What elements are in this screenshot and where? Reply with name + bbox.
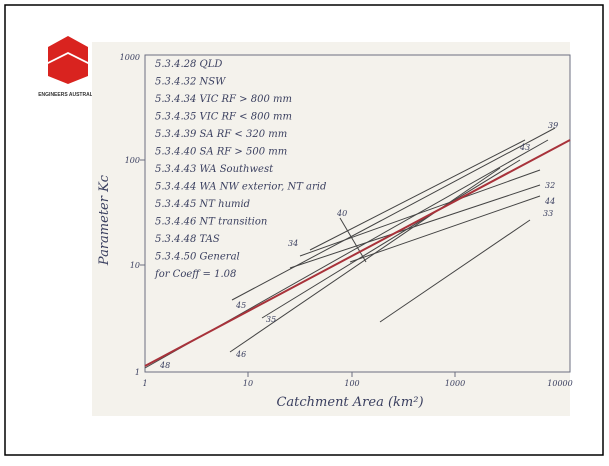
legend-entry: 5.3.4.46 NT transition <box>155 217 267 228</box>
legend-entry: 5.3.4.32 NSW <box>155 77 226 88</box>
line-label: 34 <box>288 239 298 248</box>
x-tick-label: 10000 <box>547 379 572 388</box>
line-label: 45 <box>235 301 246 310</box>
x-tick-label: 1 <box>142 379 147 388</box>
legend-entry: 5.3.4.48 TAS <box>155 234 220 245</box>
y-tick-label: 1000 <box>120 53 140 62</box>
line-label: 48 <box>159 361 170 370</box>
line-label: 35 <box>266 315 276 324</box>
legend-entry: 5.3.4.39 SA RF < 320 mm <box>155 129 287 140</box>
line-label: 46 <box>235 350 246 359</box>
legend-entry: 5.3.4.44 WA NW exterior, NT arid <box>155 182 326 193</box>
legend-entry: 5.3.4.34 VIC RF > 800 mm <box>155 94 292 105</box>
legend-entry: 5.3.4.45 NT humid <box>155 199 250 210</box>
logo-text: ENGINEERS AUSTRALIA <box>38 92 98 98</box>
legend-entry: for Coeff = 1.08 <box>154 269 236 280</box>
y-tick-label: 100 <box>125 156 140 165</box>
line-label: 39 <box>548 121 558 130</box>
x-tick-label: 10 <box>243 379 253 388</box>
slide: ENGINEERS AUSTRALIA 1000 100 10 11 10 100 1000… <box>0 0 609 461</box>
line-label: 32 <box>545 181 555 190</box>
legend-entry: 5.3.4.40 SA RF > 500 mm <box>155 147 287 158</box>
x-tick-label: 100 <box>344 379 359 388</box>
x-axis-label: Catchment Area (km²) <box>276 395 423 410</box>
line-label: 43 <box>519 143 530 152</box>
y-tick-label: 1 <box>135 368 140 377</box>
legend-entry: 5.3.4.50 General <box>155 252 240 263</box>
slide-canvas: ENGINEERS AUSTRALIA 1000 100 10 11 10 100 1000… <box>0 0 609 461</box>
legend-entry: 5.3.4.43 WA Southwest <box>155 164 274 175</box>
line-label: 33 <box>543 209 553 218</box>
y-axis-label: Parameter Kc <box>97 174 112 266</box>
legend-entry: 5.3.4.35 VIC RF < 800 mm <box>155 112 292 123</box>
x-tick-label: 1000 <box>445 379 465 388</box>
legend-entry: 5.3.4.28 QLD <box>155 59 222 70</box>
line-label: 44 <box>544 197 555 206</box>
y-tick-label: 10 <box>130 261 140 270</box>
line-label: 40 <box>336 209 347 218</box>
